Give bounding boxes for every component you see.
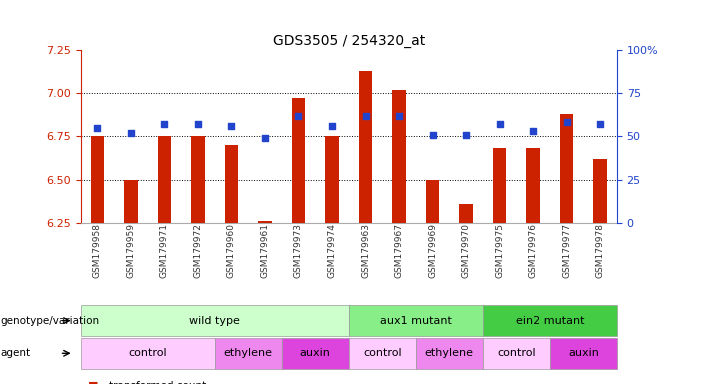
Bar — [124, 180, 137, 223]
Point — [293, 113, 304, 119]
Bar — [359, 71, 372, 223]
Text: GSM179963: GSM179963 — [361, 223, 370, 278]
Point — [226, 123, 237, 129]
Text: GSM179977: GSM179977 — [562, 223, 571, 278]
Bar — [258, 221, 272, 223]
Bar — [349, 305, 483, 336]
Point — [259, 135, 271, 141]
Bar — [560, 114, 573, 223]
Bar — [483, 338, 550, 369]
Bar — [191, 136, 205, 223]
Title: GDS3505 / 254320_at: GDS3505 / 254320_at — [273, 33, 425, 48]
Bar — [158, 136, 171, 223]
Bar — [483, 305, 617, 336]
Text: wild type: wild type — [189, 316, 240, 326]
Point — [92, 125, 103, 131]
Text: ■: ■ — [88, 381, 98, 384]
Text: ethylene: ethylene — [425, 348, 474, 358]
Bar — [325, 136, 339, 223]
Text: GSM179975: GSM179975 — [495, 223, 504, 278]
Bar — [81, 338, 215, 369]
Text: GSM179959: GSM179959 — [126, 223, 135, 278]
Point — [125, 130, 137, 136]
Point — [527, 128, 538, 134]
Text: GSM179969: GSM179969 — [428, 223, 437, 278]
Bar — [393, 90, 406, 223]
Bar — [225, 145, 238, 223]
Bar — [81, 305, 349, 336]
Point — [461, 132, 472, 138]
Text: control: control — [497, 348, 536, 358]
Text: GSM179961: GSM179961 — [261, 223, 269, 278]
Text: GSM179960: GSM179960 — [227, 223, 236, 278]
Text: GSM179971: GSM179971 — [160, 223, 169, 278]
Text: GSM179978: GSM179978 — [596, 223, 605, 278]
Text: genotype/variation: genotype/variation — [0, 316, 99, 326]
Text: GSM179967: GSM179967 — [395, 223, 404, 278]
Bar — [349, 338, 416, 369]
Text: ein2 mutant: ein2 mutant — [516, 316, 584, 326]
Bar — [459, 204, 472, 223]
Text: agent: agent — [0, 348, 30, 358]
Bar — [493, 149, 506, 223]
Point — [561, 119, 572, 126]
Text: ethylene: ethylene — [224, 348, 273, 358]
Text: auxin: auxin — [300, 348, 331, 358]
Point — [360, 113, 371, 119]
Bar — [292, 98, 305, 223]
Bar — [426, 180, 440, 223]
Bar — [90, 136, 104, 223]
Text: GSM179972: GSM179972 — [193, 223, 203, 278]
Bar — [550, 338, 617, 369]
Bar — [282, 338, 349, 369]
Point — [393, 113, 404, 119]
Bar — [416, 338, 483, 369]
Point — [494, 121, 505, 127]
Text: auxin: auxin — [568, 348, 599, 358]
Point — [427, 132, 438, 138]
Bar — [594, 159, 607, 223]
Text: transformed count: transformed count — [109, 381, 206, 384]
Text: aux1 mutant: aux1 mutant — [380, 316, 451, 326]
Text: GSM179973: GSM179973 — [294, 223, 303, 278]
Point — [327, 123, 338, 129]
Text: control: control — [128, 348, 167, 358]
Bar — [215, 338, 282, 369]
Text: GSM179976: GSM179976 — [529, 223, 538, 278]
Text: GSM179958: GSM179958 — [93, 223, 102, 278]
Bar — [526, 149, 540, 223]
Point — [594, 121, 606, 127]
Point — [192, 121, 203, 127]
Point — [159, 121, 170, 127]
Text: GSM179974: GSM179974 — [327, 223, 336, 278]
Text: GSM179970: GSM179970 — [461, 223, 470, 278]
Text: control: control — [363, 348, 402, 358]
